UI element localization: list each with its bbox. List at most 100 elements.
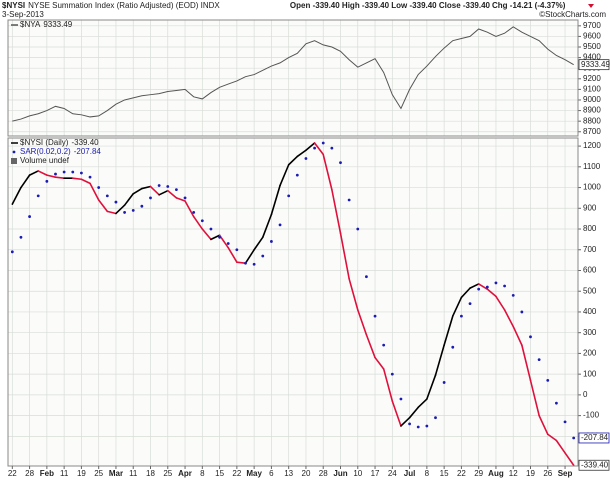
y-tick-label: 200	[583, 349, 597, 358]
x-tick-label: 19	[77, 469, 86, 478]
x-tick-label: 28	[319, 469, 328, 478]
line-segment	[382, 368, 394, 402]
line-segment	[253, 236, 264, 251]
line-segment	[469, 283, 480, 289]
line-segment	[80, 178, 91, 185]
sar-dot	[97, 186, 101, 189]
date: 3-Sep-2013	[2, 10, 44, 19]
x-tick-label: 8	[200, 469, 205, 478]
x-tick-label: 24	[388, 469, 397, 478]
line-segment	[477, 283, 489, 290]
x-tick-label: 26	[543, 469, 552, 478]
x-tick-label: 19	[526, 469, 535, 478]
sar-dot	[192, 211, 196, 214]
line-segment	[503, 309, 515, 328]
y-tick-label: 300	[583, 328, 597, 337]
sar-dot	[88, 175, 92, 179]
sar-dot	[477, 287, 481, 291]
y-tick-label: 9600	[583, 32, 601, 41]
legend-value: -207.84	[74, 147, 102, 156]
legend-value: 9333.49	[43, 20, 72, 29]
sar-dot	[339, 161, 342, 165]
line-segment	[356, 309, 368, 336]
sar-dot	[295, 173, 299, 177]
y-tick-label: 8900	[583, 106, 601, 115]
line-segment	[244, 248, 255, 265]
y-tick-label: 9000	[583, 95, 601, 104]
sar-dot	[209, 227, 213, 231]
x-tick-label: 13	[284, 469, 293, 478]
line-segment	[97, 199, 109, 213]
line-segment	[123, 192, 135, 206]
sar-dot	[28, 215, 31, 218]
sar-dot	[451, 345, 455, 349]
line-segment	[391, 400, 402, 427]
sar-dot	[546, 378, 550, 382]
legend-swatch	[12, 150, 16, 154]
line-segment	[339, 232, 350, 280]
line-segment	[71, 177, 83, 181]
x-tick-label: 6	[269, 469, 274, 478]
change: Chg -14.21 (-4.37%)	[492, 1, 566, 10]
x-tick-label: Mar	[109, 469, 123, 478]
sar-dot	[10, 250, 14, 254]
line-segment	[555, 439, 566, 454]
line-segment	[132, 187, 143, 195]
sar-dot	[416, 425, 420, 429]
line-segment	[417, 398, 428, 409]
sar-dot	[131, 208, 135, 212]
sar-dot	[356, 227, 360, 231]
x-tick-label: 18	[146, 469, 155, 478]
sar-dot	[313, 146, 316, 150]
x-tick-label: 10	[353, 469, 362, 478]
sar-dot	[304, 157, 308, 160]
down-arrow	[588, 4, 594, 8]
line-segment	[106, 210, 117, 215]
x-tick-label: Feb	[40, 469, 54, 478]
sar-dot	[252, 262, 256, 266]
line-segment	[521, 344, 532, 382]
legend-name: SAR(0.02,0.2)	[20, 147, 71, 156]
line-segment	[11, 186, 22, 205]
line-segment	[46, 174, 57, 178]
last-value-label: 9333.49	[581, 60, 610, 69]
x-tick-label: Jul	[404, 469, 416, 478]
line-segment	[495, 295, 506, 311]
line-segment	[54, 176, 65, 180]
sar-dot	[235, 248, 239, 252]
x-tick-label: Apr	[178, 469, 192, 478]
sar-dot	[244, 261, 247, 265]
sar-dot	[485, 285, 489, 289]
y-tick-label: 500	[583, 286, 597, 295]
sar-dot	[54, 172, 57, 176]
sar-dot	[555, 401, 558, 405]
sar-dot	[408, 422, 411, 426]
line-segment	[365, 333, 376, 359]
header-line: $NYSI NYSE Summation Index (Ratio Adjuste…	[2, 1, 220, 10]
line-segment	[426, 374, 437, 400]
line-segment	[460, 287, 471, 299]
line-segment	[305, 142, 316, 152]
x-tick-label: 28	[25, 469, 34, 478]
last-value-label: -339.40	[581, 460, 609, 469]
x-tick-label: Sep	[558, 469, 573, 478]
sar-dot	[71, 170, 75, 174]
line	[12, 26, 574, 122]
x-tick-label: 22	[8, 469, 17, 478]
line-segment	[37, 170, 48, 176]
sar-dot	[36, 194, 40, 198]
sar-dot	[321, 141, 325, 145]
line-segment	[486, 288, 497, 298]
x-tick-label: 15	[215, 469, 224, 478]
sar-dot	[442, 381, 446, 384]
y-tick-label: 1200	[583, 141, 601, 150]
legend-name: $NYA	[20, 20, 41, 29]
legend-entry: Volume undef	[20, 156, 70, 165]
line-segment	[564, 452, 575, 467]
y-tick-label: 700	[583, 245, 597, 254]
line-segment	[374, 356, 385, 370]
line-segment	[89, 182, 100, 201]
line-segment	[149, 185, 160, 196]
x-tick-label: 12	[509, 469, 518, 478]
sar-dot	[218, 235, 221, 239]
